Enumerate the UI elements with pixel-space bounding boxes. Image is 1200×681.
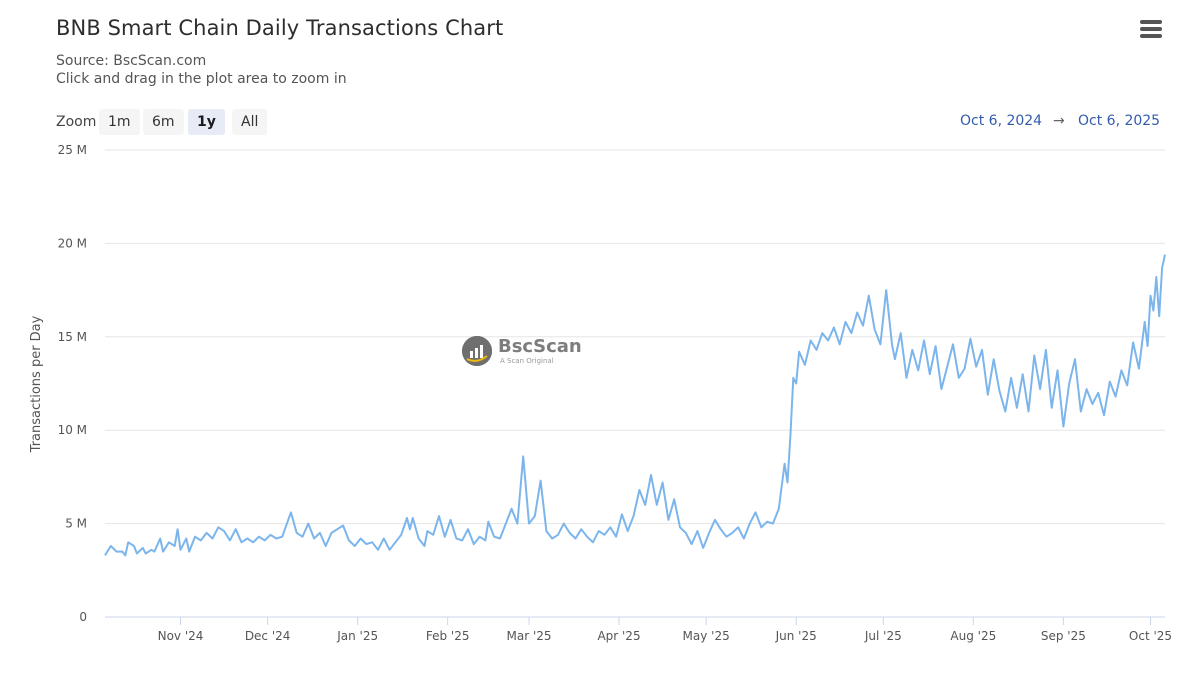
chart-title: BNB Smart Chain Daily Transactions Chart: [56, 16, 504, 40]
y-tick-label: 0: [79, 610, 87, 624]
y-tick-label: 25 M: [58, 143, 87, 157]
y-tick-label: 10 M: [58, 423, 87, 437]
x-tick-label: Jan '25: [336, 629, 378, 643]
y-tick-label: 15 M: [58, 330, 87, 344]
x-tick-label: Aug '25: [950, 629, 996, 643]
x-tick-label: Oct '25: [1129, 629, 1172, 643]
x-tick-label: Jul '25: [864, 629, 902, 643]
range-from-date[interactable]: Oct 6, 2024: [960, 113, 1043, 129]
watermark-tagline: A Scan Original: [500, 357, 554, 365]
series-line: [104, 254, 1166, 557]
zoom-label: Zoom: [56, 114, 97, 130]
x-tick-label: Nov '24: [158, 629, 204, 643]
zoom-button-all[interactable]: All: [232, 109, 268, 135]
x-tick-label: Jun '25: [775, 629, 817, 643]
watermark-name: BscScan: [498, 336, 582, 357]
bscscan-logo-icon: [462, 336, 492, 366]
y-axis-title: Transactions per Day: [29, 315, 44, 453]
zoom-button-1m[interactable]: 1m: [99, 109, 140, 135]
grid-lines: [105, 149, 1165, 618]
zoom-button-1y[interactable]: 1y: [188, 109, 225, 135]
x-tick-label: Apr '25: [597, 629, 640, 643]
x-tick-label: May '25: [683, 629, 730, 643]
x-axis: Nov '24 Dec '24 Jan '25 Feb '25 Mar '25 Apr '…: [158, 617, 1172, 643]
x-tick-label: Dec '24: [245, 629, 291, 643]
hamburger-menu-icon[interactable]: [1138, 20, 1164, 42]
x-tick-label: Sep '25: [1041, 629, 1086, 643]
x-tick-label: Mar '25: [506, 629, 551, 643]
chart-source: Source: BscScan.com: [56, 53, 207, 69]
range-arrow: →: [1053, 113, 1065, 129]
y-tick-label: 5 M: [65, 517, 87, 531]
y-tick-label: 20 M: [58, 236, 87, 250]
bscscan-watermark: BscScan A Scan Original: [462, 336, 592, 368]
zoom-button-6m[interactable]: 6m: [143, 109, 184, 135]
y-axis-labels: 0 5 M 10 M 15 M 20 M 25 M: [58, 143, 87, 624]
range-to-date[interactable]: Oct 6, 2025: [1078, 113, 1161, 129]
x-tick-label: Feb '25: [426, 629, 470, 643]
chart-hint: Click and drag in the plot area to zoom …: [56, 71, 347, 87]
